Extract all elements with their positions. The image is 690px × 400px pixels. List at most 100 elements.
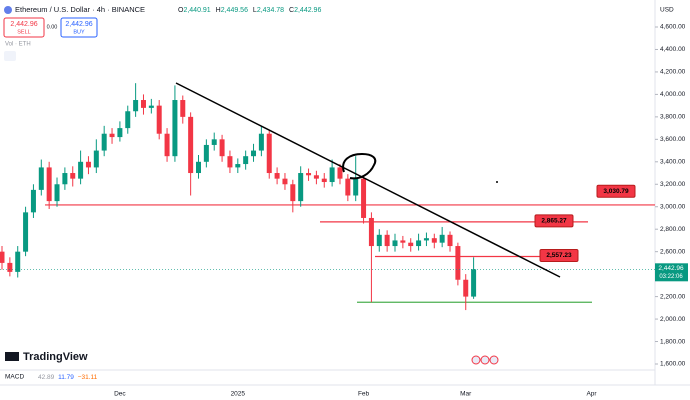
last-price-label: 2,442.96 (658, 265, 684, 272)
plot-area (0, 83, 655, 311)
y-tick-label: 2,200.00 (660, 293, 686, 300)
macd-label: MACD (5, 374, 24, 381)
annotation-label: 2,865.27 (541, 218, 567, 225)
candle-body (156, 105, 162, 134)
candle-body (196, 161, 201, 174)
candle-body (392, 240, 398, 247)
candle-body (211, 139, 217, 145)
x-tick-label: Mar (460, 391, 472, 398)
candle-body (258, 133, 264, 151)
symbol-icon (4, 6, 12, 14)
ohlc-value: 2,449.56 (221, 7, 248, 14)
event-icons[interactable] (471, 355, 499, 365)
ohlc-legend: O2,440.91 H2,449.56 L2,434.78 C2,442.96 (178, 7, 321, 14)
ohlc-key: C (289, 7, 294, 14)
candle-body (164, 133, 170, 157)
sell-label: SELL (17, 29, 30, 35)
sell-price: 2,442.96 (10, 21, 37, 28)
candle-body (274, 173, 280, 179)
brand-name: TradingView (23, 351, 88, 363)
volume-label: Vol · ETH (5, 42, 31, 48)
ohlc-value: 2,440.91 (183, 7, 210, 14)
circle-drawing[interactable] (342, 152, 377, 180)
candle-body (93, 150, 99, 168)
macd-values: 42.89 11.79 −31.11 (38, 374, 98, 381)
candle-body (447, 234, 453, 247)
candle-body (306, 173, 312, 176)
candle-body (180, 100, 186, 117)
last-price-box (655, 263, 688, 282)
brand-logo (5, 352, 19, 361)
candle-body (321, 178, 327, 183)
dot (496, 181, 498, 183)
candle-body (313, 175, 319, 179)
candle-body (337, 167, 343, 179)
candle-body (62, 173, 68, 185)
y-tick-label: 4,400.00 (660, 46, 686, 53)
candle-body (408, 242, 414, 247)
candle-body (345, 178, 351, 196)
trend-line[interactable] (175, 82, 561, 278)
y-tick-label: 1,600.00 (660, 361, 686, 368)
candle-body (400, 240, 406, 243)
buy-button[interactable] (60, 17, 98, 38)
candle-body (290, 184, 296, 202)
candle-body (423, 238, 429, 241)
macd-value: 11.79 (58, 374, 74, 381)
buy-label: BUY (73, 29, 85, 35)
candle-body (227, 156, 233, 168)
candle-body (463, 279, 469, 297)
y-tick-label: 3,600.00 (660, 136, 686, 143)
candle-body (23, 212, 29, 252)
candle-body (140, 100, 146, 108)
spread: 0.00 (47, 24, 58, 30)
macd-value: −31.11 (78, 374, 98, 381)
y-tick-label: 4,600.00 (660, 24, 686, 31)
candle-body (431, 238, 437, 243)
collapse-button[interactable] (4, 51, 16, 61)
y-tick-label: 2,000.00 (660, 316, 686, 323)
annotation-label: 3,030.79 (603, 188, 629, 195)
y-tick-label: 3,800.00 (660, 114, 686, 121)
x-tick-label: Dec (114, 391, 126, 398)
macd-value: 42.89 (38, 374, 55, 381)
annotation-box (539, 248, 579, 262)
candle-body (266, 133, 272, 174)
candle-body (416, 240, 422, 247)
candle-body (203, 144, 209, 162)
candle-body (7, 262, 13, 272)
y-tick-label: 3,000.00 (660, 203, 686, 210)
y-tick-label: 1,800.00 (660, 338, 686, 345)
x-tick-label: Feb (358, 391, 370, 398)
currency: USD (660, 7, 674, 14)
ohlc-key: L (253, 7, 257, 14)
x-tick-label: Apr (586, 391, 597, 398)
candle-body (471, 269, 477, 297)
candle-body (125, 111, 131, 129)
y-tick-label: 2,600.00 (660, 248, 686, 255)
sell-button[interactable] (3, 17, 45, 38)
candle-body (329, 167, 335, 183)
candle-body (282, 178, 288, 185)
symbol-title[interactable]: Ethereum / U.S. Dollar · 4h · BINANCE (15, 5, 145, 14)
candle-body (172, 100, 178, 157)
ohlc-key: H (216, 7, 221, 14)
candle-body (54, 184, 60, 202)
ohlc-value: 2,434.78 (257, 7, 284, 14)
y-tick-label: 4,000.00 (660, 91, 686, 98)
annotation-box (534, 214, 574, 228)
candle-body (188, 116, 194, 174)
candle-body (133, 100, 139, 112)
candle-body (30, 189, 36, 213)
y-tick-label: 3,400.00 (660, 159, 686, 166)
y-tick-label: 3,200.00 (660, 181, 686, 188)
candle-body (384, 234, 390, 247)
candle-body (243, 156, 249, 165)
countdown: 03:22:06 (659, 274, 683, 280)
candle-body (219, 139, 225, 157)
candle-body (0, 251, 5, 263)
candle-body (101, 133, 107, 151)
candle-body (251, 150, 257, 157)
